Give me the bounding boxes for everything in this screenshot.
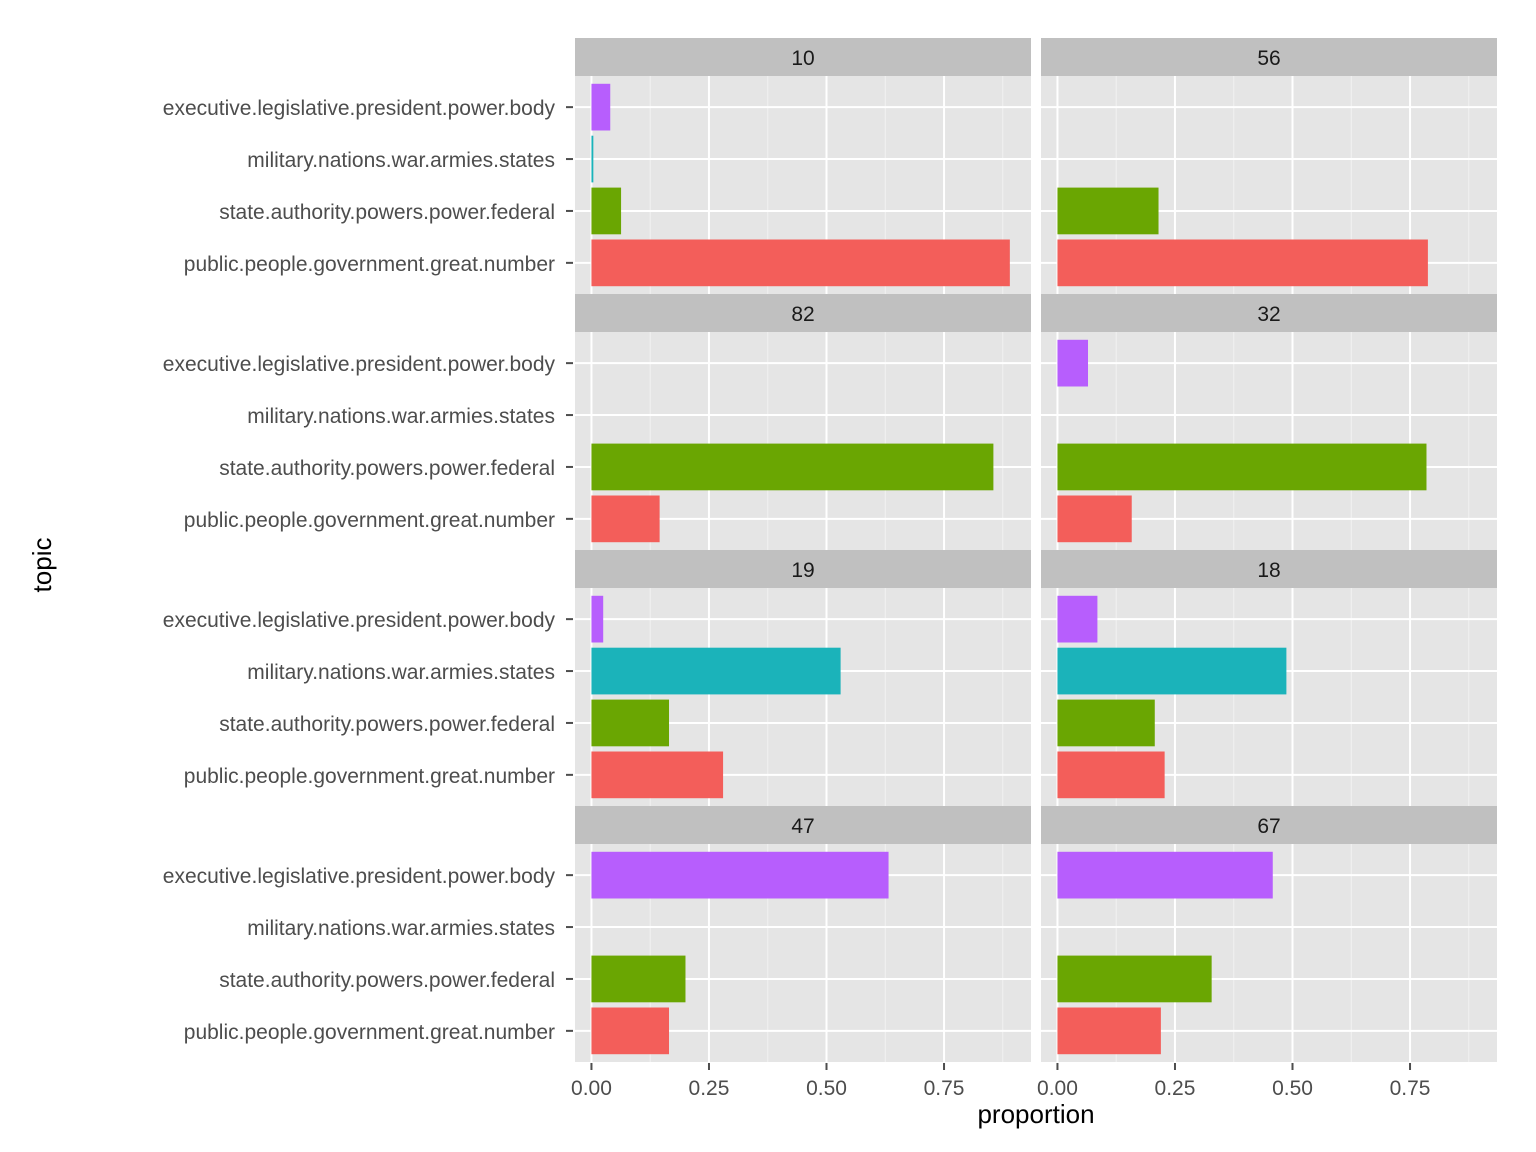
x-tick-label: 0.00 (1037, 1077, 1078, 1100)
bar-32-1 (1057, 339, 1089, 387)
bar-19-3 (591, 699, 670, 747)
x-tick-label: 0.75 (1390, 1077, 1431, 1100)
bar-18-2 (1057, 647, 1287, 695)
y-tick-label: executive.legislative.president.power.bo… (163, 865, 556, 888)
bar-32-4 (1057, 495, 1132, 543)
facet-strip (1041, 38, 1497, 76)
x-tick-label: 0.50 (806, 1077, 847, 1100)
facet-strip (1041, 294, 1497, 332)
y-axis-group: executive.legislative.president.power.bo… (163, 97, 573, 1044)
facet-panel-56: 56 (1041, 38, 1497, 294)
facet-panel-32: 32 (1041, 294, 1497, 550)
y-tick-label: state.authority.powers.power.federal (219, 201, 555, 224)
y-tick-label: public.people.government.great.number (184, 509, 555, 532)
y-tick-label: military.nations.war.armies.states (247, 661, 555, 684)
facet-strip-label: 56 (1257, 47, 1280, 70)
x-axis-title: proportion (977, 1099, 1094, 1129)
bar-67-3 (1057, 955, 1212, 1003)
y-axis-title: topic (27, 538, 57, 593)
facet-panel-67: 67 (1041, 806, 1497, 1062)
bar-18-1 (1057, 595, 1098, 643)
y-tick-label: state.authority.powers.power.federal (219, 969, 555, 992)
x-axis-group: 0.00 0.25 0.50 0.75 0.00 0.25 0.50 0.75 (571, 1063, 1430, 1100)
facet-panel-10: 10 (575, 38, 1031, 294)
bar-10-3 (591, 187, 622, 235)
bar-10-2 (591, 135, 594, 183)
panel-group: 10 56 82 32 19 18 47 67 (575, 38, 1497, 1062)
x-tick-label: 0.75 (924, 1077, 965, 1100)
bar-47-1 (591, 851, 889, 899)
bar-82-3 (591, 443, 994, 491)
x-tick-label: 0.50 (1272, 1077, 1313, 1100)
y-tick-label: state.authority.powers.power.federal (219, 457, 555, 480)
bar-18-4 (1057, 751, 1165, 799)
x-tick-label: 0.25 (1155, 1077, 1196, 1100)
facet-strip-label: 19 (791, 559, 814, 582)
bar-67-4 (1057, 1007, 1161, 1055)
bar-10-4 (591, 239, 1010, 287)
bar-19-1 (591, 595, 604, 643)
y-tick-label: state.authority.powers.power.federal (219, 713, 555, 736)
facet-panel-47: 47 (575, 806, 1031, 1062)
y-tick-label: executive.legislative.president.power.bo… (163, 609, 556, 632)
facet-strip (575, 550, 1031, 588)
bar-19-2 (591, 647, 841, 695)
facet-strip (1041, 806, 1497, 844)
facet-strip-label: 18 (1257, 559, 1280, 582)
y-tick-label: military.nations.war.armies.states (247, 917, 555, 940)
facet-strip-label: 47 (791, 815, 814, 838)
bar-32-3 (1057, 443, 1427, 491)
x-tick-label: 0.25 (689, 1077, 730, 1100)
y-tick-label: executive.legislative.president.power.bo… (163, 97, 556, 120)
facet-strip (575, 38, 1031, 76)
y-tick-label: military.nations.war.armies.states (247, 405, 555, 428)
facet-panel-82: 82 (575, 294, 1031, 550)
y-tick-label: executive.legislative.president.power.bo… (163, 353, 556, 376)
facet-strip-label: 67 (1257, 815, 1280, 838)
y-tick-label: military.nations.war.armies.states (247, 149, 555, 172)
bar-19-4 (591, 751, 724, 799)
x-tick-label: 0.00 (571, 1077, 612, 1100)
facet-strip (575, 806, 1031, 844)
facet-panel-19: 19 (575, 550, 1031, 806)
bar-56-3 (1057, 187, 1159, 235)
facet-strip (1041, 550, 1497, 588)
bar-56-4 (1057, 239, 1428, 287)
y-tick-label: public.people.government.great.number (184, 765, 555, 788)
facet-strip (575, 294, 1031, 332)
bar-47-3 (591, 955, 686, 1003)
facet-strip-label: 82 (791, 303, 814, 326)
facet-strip-label: 10 (791, 47, 814, 70)
facet-panel-18: 18 (1041, 550, 1497, 806)
facet-strip-label: 32 (1257, 303, 1280, 326)
y-tick-label: public.people.government.great.number (184, 253, 555, 276)
bar-67-1 (1057, 851, 1273, 899)
bar-47-4 (591, 1007, 670, 1055)
bar-18-3 (1057, 699, 1155, 747)
bar-82-4 (591, 495, 660, 543)
y-tick-label: public.people.government.great.number (184, 1021, 555, 1044)
bar-10-1 (591, 83, 611, 131)
